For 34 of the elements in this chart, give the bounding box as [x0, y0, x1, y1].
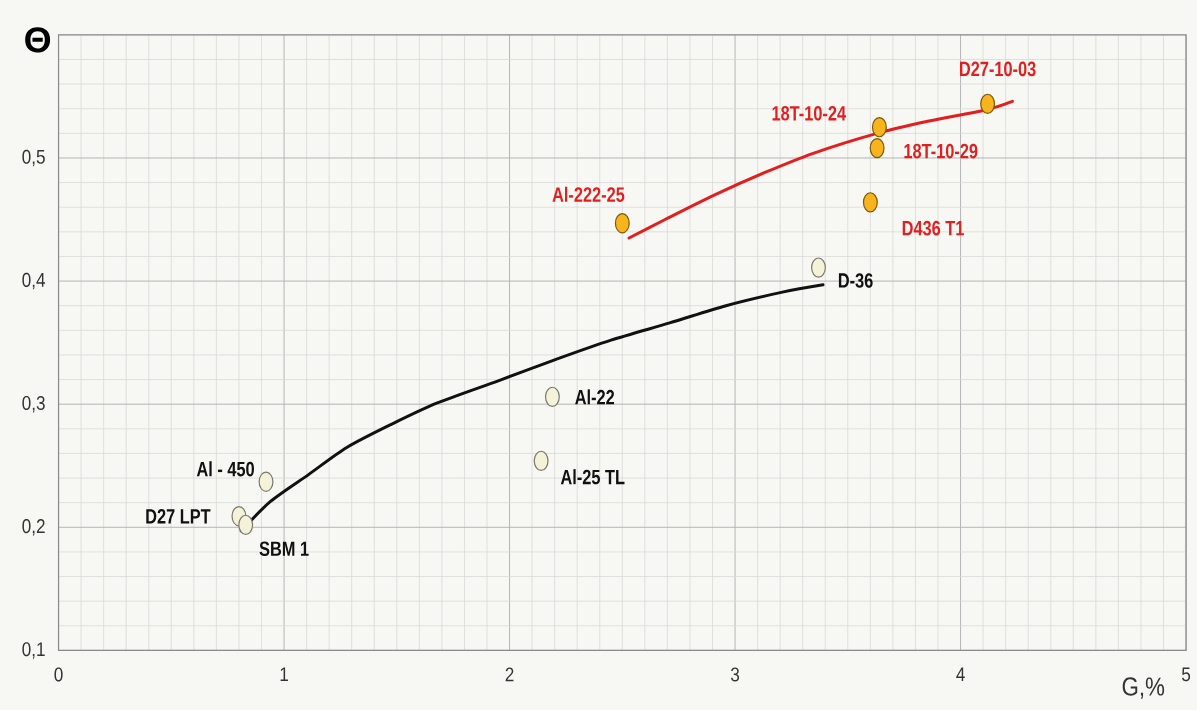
x-axis-title: G,% — [1122, 677, 1165, 699]
y-tick-label: 0,2 — [22, 519, 45, 536]
x-tick-label: 1 — [280, 667, 288, 682]
annotation: 18T-10-29 — [904, 143, 978, 159]
annotation: D-36 — [838, 273, 873, 288]
point — [869, 137, 885, 159]
point — [544, 386, 560, 407]
point — [533, 450, 549, 471]
x-tick-label: 5 — [1181, 667, 1191, 682]
y-axis-title: Θ — [25, 27, 51, 53]
point — [862, 192, 878, 213]
annotation: 18T-10-24 — [772, 105, 847, 121]
annotation: SBM 1 — [259, 541, 309, 556]
point — [238, 514, 254, 535]
point — [811, 257, 826, 278]
x-tick-label: 2 — [505, 667, 514, 682]
point — [980, 93, 996, 114]
annotation: D27 LPT — [146, 508, 211, 524]
point — [614, 212, 630, 234]
y-tick-label: 0,1 — [22, 642, 45, 659]
y-tick-label: 0,3 — [22, 395, 45, 413]
y-tick-label: 0,4 — [22, 272, 46, 290]
annotation: Al-25 TL — [560, 469, 625, 485]
annotation: D27-10-03 — [960, 61, 1036, 77]
x-tick-label: 4 — [956, 667, 965, 682]
y-tick-label: 0,5 — [22, 149, 45, 167]
annotation: Al - 450 — [196, 461, 254, 477]
point — [871, 116, 887, 138]
x-tick-label: 3 — [730, 667, 740, 682]
annotation: D436 T1 — [902, 220, 964, 236]
point — [258, 471, 274, 492]
annotation: Al-222-25 — [552, 186, 625, 202]
annotation: Al-22 — [575, 389, 615, 405]
x-tick-label: 0 — [54, 667, 63, 682]
